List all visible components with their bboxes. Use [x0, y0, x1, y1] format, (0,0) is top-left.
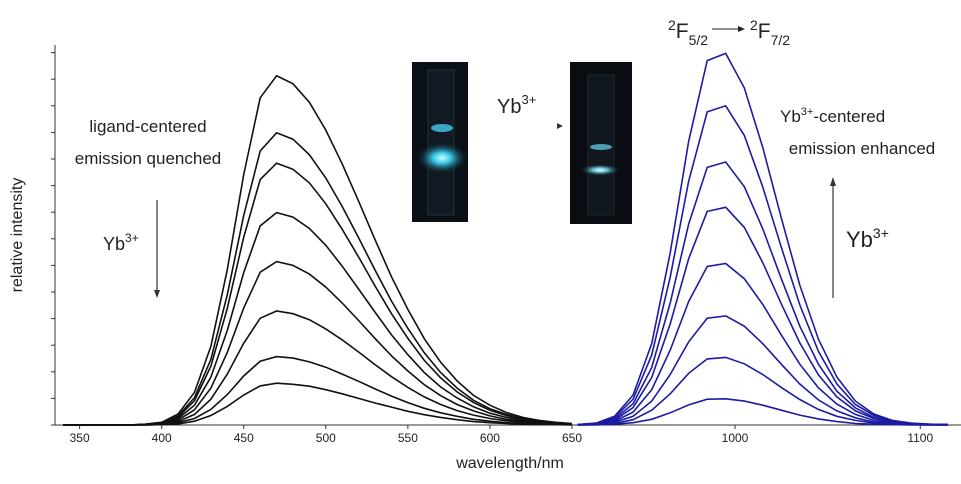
x-tick-label: 450	[234, 431, 254, 445]
x-tick-label: 400	[152, 431, 172, 445]
cuvette-photo	[412, 62, 468, 222]
line-series	[577, 52, 949, 426]
annotation: 2F7/2	[750, 17, 790, 48]
x-tick-label: 600	[480, 431, 500, 445]
annotation: 3+	[801, 106, 814, 118]
annotation: 2	[668, 17, 676, 33]
annotation: F	[676, 20, 689, 43]
x-tick-label: 1100	[907, 431, 933, 445]
annotation: Yb3+-centered	[780, 106, 885, 126]
annotation: emission enhanced	[789, 139, 935, 158]
line-series	[577, 315, 949, 426]
annotation: 2	[750, 17, 758, 33]
x-tick-label: 550	[398, 431, 418, 445]
x-tick-label: 500	[316, 431, 336, 445]
x-tick-label: 650	[562, 431, 582, 445]
annotation: 7/2	[771, 32, 791, 48]
line-series	[63, 260, 573, 426]
annotation: F	[758, 20, 771, 43]
arrow-head	[154, 290, 160, 298]
x-tick-label: 350	[70, 431, 90, 445]
annotation: 3+	[521, 92, 536, 107]
line-series	[577, 356, 948, 426]
line-series	[63, 131, 573, 426]
arrow-head	[557, 123, 563, 129]
line-series	[63, 162, 573, 426]
x-tick-label: 1000	[722, 431, 749, 445]
annotation: Yb	[103, 234, 125, 254]
annotation: Yb3+	[846, 225, 889, 252]
annotation: Yb3+	[497, 92, 536, 118]
x-axis-title: wavelength/nm	[455, 455, 564, 472]
arrow-head	[830, 177, 836, 186]
annotation: Yb	[846, 227, 873, 252]
annotation: Yb	[497, 96, 521, 118]
arrow-head	[738, 26, 745, 32]
cuvette-photo	[570, 62, 632, 224]
annotation: -centered	[813, 107, 885, 126]
y-axis-title: relative intensity	[9, 178, 26, 293]
line-series	[577, 206, 948, 426]
annotation: Yb3+	[103, 231, 139, 254]
line-series	[63, 382, 573, 426]
plot-area: 350 400 450 500 550 600 650 1000 1100	[51, 45, 961, 445]
annotation: 3+	[125, 231, 139, 245]
annotation: 3+	[873, 225, 889, 241]
annotation: ligand-centered	[89, 117, 206, 136]
annotation: Yb	[780, 107, 801, 126]
annotation: 5/2	[689, 32, 709, 48]
line-series	[577, 262, 949, 426]
line-series	[577, 104, 949, 426]
annotation: 2F5/2	[668, 17, 708, 48]
line-series	[577, 161, 948, 426]
line-series	[63, 211, 573, 426]
line-series	[577, 397, 948, 426]
annotation: emission quenched	[75, 149, 221, 168]
